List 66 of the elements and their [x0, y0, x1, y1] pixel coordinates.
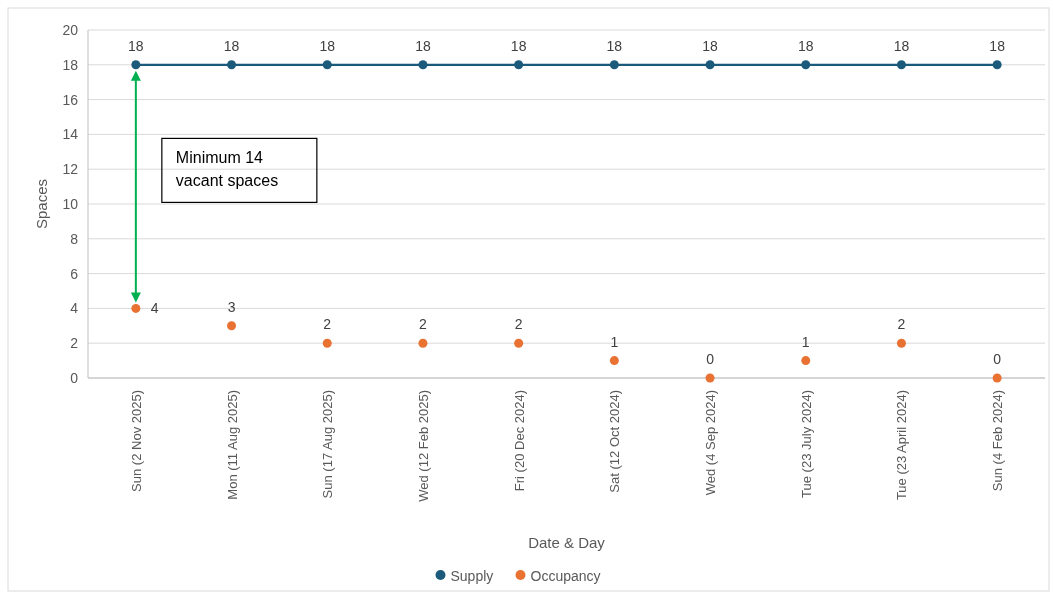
- y-tick-label: 16: [62, 91, 79, 108]
- data-label: 0: [993, 351, 1002, 367]
- point: [705, 373, 715, 383]
- data-label: 18: [128, 37, 144, 54]
- y-tick-label: 12: [62, 161, 79, 178]
- x-tick-label: Sun (4 Feb 2024): [990, 390, 1006, 492]
- data-label: 1: [610, 333, 619, 350]
- y-axis-title: Spaces: [33, 178, 50, 230]
- point: [322, 60, 332, 70]
- data-label: 18: [415, 37, 431, 54]
- point: [131, 303, 141, 313]
- y-tick-label: 0: [70, 369, 79, 386]
- point: [418, 338, 428, 348]
- point: [801, 60, 811, 70]
- point: [514, 60, 524, 70]
- data-label: 18: [510, 37, 527, 54]
- y-tick-label: 18: [62, 56, 79, 73]
- y-tick-label: 4: [70, 300, 79, 317]
- point: [896, 338, 906, 348]
- data-label: 4: [150, 300, 159, 317]
- annotation: Minimum 14 vacant spaces: [175, 149, 279, 190]
- data-label: 1: [801, 333, 810, 350]
- x-tick-label: Tue (23 July 2024): [798, 390, 814, 498]
- y-tick-label: 8: [70, 230, 79, 247]
- data-label: 2: [514, 316, 523, 333]
- data-label: 0: [706, 351, 715, 367]
- data-label: 2: [897, 316, 906, 333]
- point: [992, 60, 1002, 70]
- point: [609, 60, 619, 70]
- x-tick-label: Wed (12 Feb 2025): [415, 390, 431, 502]
- point: [131, 60, 141, 70]
- x-tick-label: Sun (2 Nov 2025): [128, 390, 144, 492]
- point: [801, 356, 811, 366]
- data-label: 18: [989, 37, 1006, 54]
- x-tick-label: Wed (4 Sep 2024): [703, 390, 719, 496]
- x-tick-label: Tue (23 April 2024): [894, 390, 910, 501]
- point: [992, 373, 1002, 383]
- y-tick-label: 20: [62, 21, 79, 38]
- legend-label: Occupancy: [530, 567, 601, 584]
- point: [514, 338, 524, 348]
- y-tick-label: 14: [62, 126, 79, 143]
- data-label: 18: [797, 37, 814, 54]
- point: [322, 338, 332, 348]
- data-label: 2: [323, 316, 332, 333]
- data-label: 18: [606, 37, 623, 54]
- x-tick-label: Mon (11 Aug 2025): [224, 390, 240, 500]
- data-label: 2: [419, 316, 428, 333]
- data-label: 18: [223, 37, 240, 54]
- data-label: 3: [227, 298, 236, 315]
- point: [896, 60, 906, 70]
- point: [609, 356, 619, 366]
- legend-label: Supply: [450, 567, 494, 584]
- x-axis-title: Date & Day: [528, 534, 606, 551]
- x-tick-label: Fri (20 Dec 2024): [511, 390, 527, 492]
- point: [227, 321, 237, 331]
- point: [227, 60, 237, 70]
- x-tick-label: Sun (17 Aug 2025): [320, 390, 336, 499]
- point: [418, 60, 428, 70]
- point: [705, 60, 715, 70]
- data-label: 18: [702, 37, 719, 54]
- data-label: 18: [893, 37, 910, 54]
- x-tick-label: Sat (12 Oct 2024): [607, 390, 623, 493]
- data-label: 18: [319, 37, 336, 54]
- y-tick-label: 6: [70, 265, 79, 282]
- y-tick-label: 2: [70, 335, 79, 352]
- y-tick-label: 10: [62, 195, 79, 212]
